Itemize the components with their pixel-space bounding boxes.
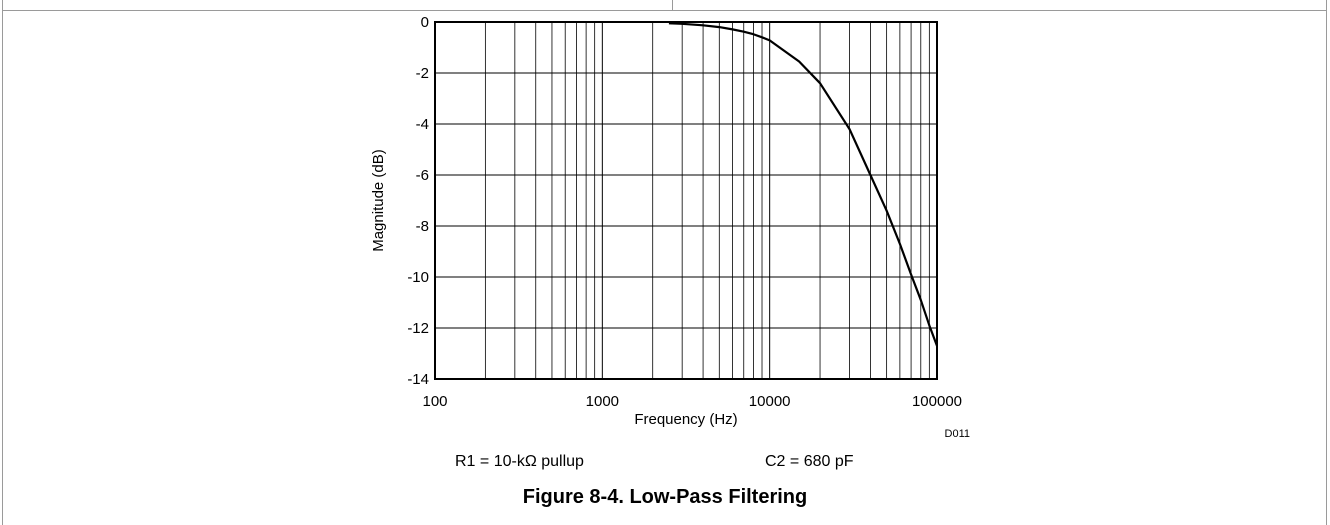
y-tick-label: 0 xyxy=(421,14,429,31)
plot-frame xyxy=(434,21,938,380)
x-tick-labels: 100 1000 10000 100000 xyxy=(422,393,962,410)
figure-code: D011 xyxy=(945,428,970,440)
y-tick-label: -8 xyxy=(416,218,429,235)
frame-left-border xyxy=(2,0,3,525)
x-tick-label: 1000 xyxy=(586,393,619,410)
y-axis-label: Magnitude (dB) xyxy=(370,149,387,252)
y-tick-labels: 0 -2 -4 -6 -8 -10 -12 -14 xyxy=(407,14,429,388)
y-tick-label: -2 xyxy=(416,65,429,82)
minor-gridlines xyxy=(484,22,930,379)
y-tick-label: -14 xyxy=(407,371,429,388)
y-tick-label: -10 xyxy=(407,269,429,286)
x-tick-label: 100000 xyxy=(912,393,962,410)
frame-right-border xyxy=(1326,0,1327,525)
series-line-magnitude xyxy=(668,22,939,347)
figure-caption: Figure 8-4. Low-Pass Filtering xyxy=(522,486,808,508)
x-axis-label: Frequency (Hz) xyxy=(634,411,737,428)
x-tick-label: 100 xyxy=(422,393,447,410)
y-tick-label: -6 xyxy=(416,167,429,184)
frame-top-border xyxy=(2,10,1327,11)
x-tick-label: 10000 xyxy=(749,393,791,410)
note-r1: R1 = 10-kΩ pullup xyxy=(455,453,584,470)
note-c2: C2 = 680 pF xyxy=(765,453,854,470)
y-tick-label: -4 xyxy=(416,116,429,133)
y-tick-label: -12 xyxy=(407,320,429,337)
major-gridlines xyxy=(435,22,937,379)
frame-column-divider xyxy=(672,0,673,11)
